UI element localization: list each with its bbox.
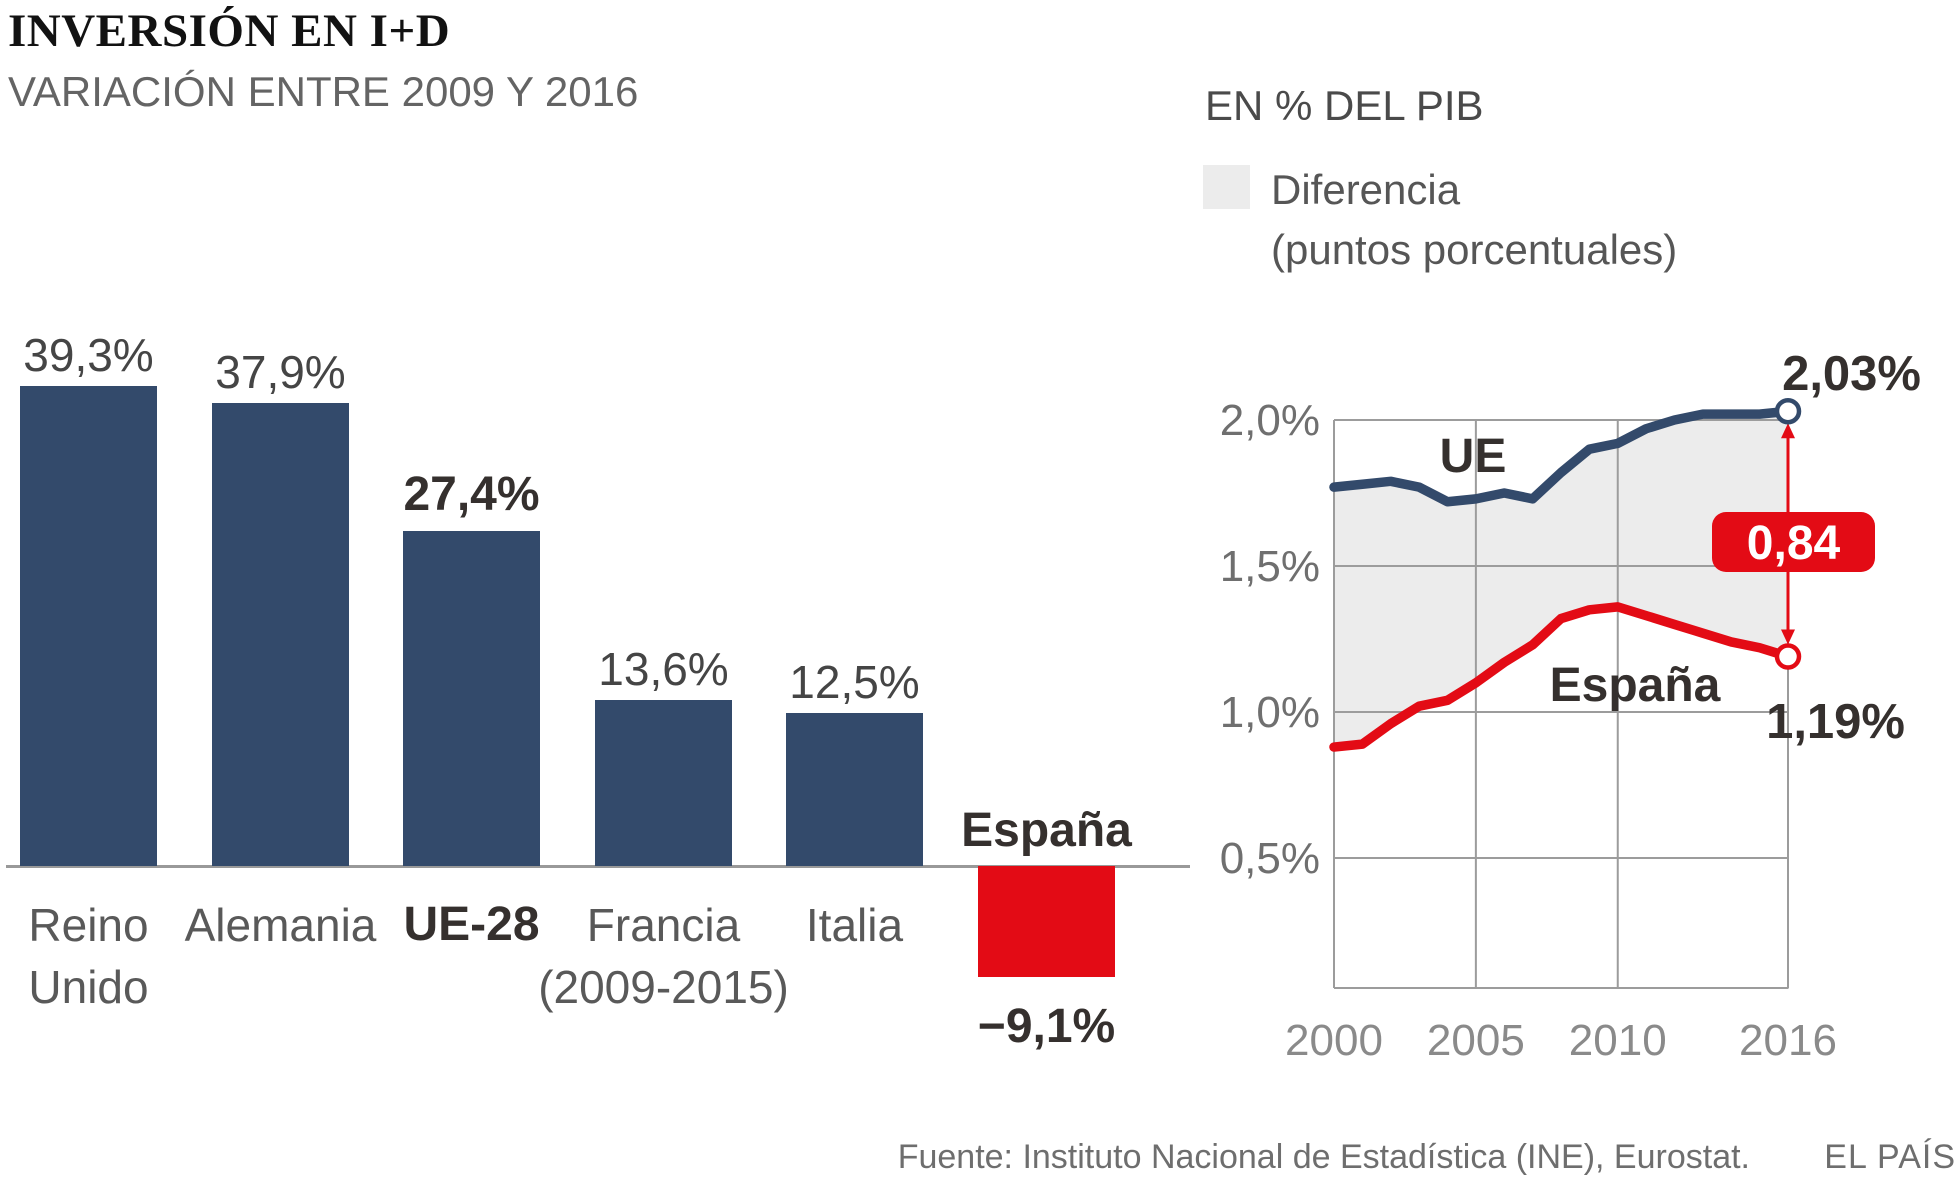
bar-label-line: Italia [805,899,904,951]
bar-label-espana: España [877,800,1217,862]
x-tick-2010: 2010 [1569,1016,1667,1065]
x-tick-2016: 2016 [1739,1016,1837,1065]
page-title: INVERSIÓN EN I+D [8,5,451,57]
legend-label-line1: Diferencia [1271,166,1461,213]
ue-label: UE [1440,430,1507,483]
difference-arrow-up-icon [1781,423,1795,439]
bar-label-ue-28: UE-28 [302,894,642,956]
y-tick-2,0%: 2,0% [1220,396,1320,445]
bar-label-line: Francia [586,899,741,951]
difference-badge [1712,512,1875,572]
brand-label: EL PAÍS [1824,1138,1956,1176]
y-tick-1,5%: 1,5% [1220,542,1320,591]
ue-line [1329,406,1793,507]
bar-label-italia: Italia [685,894,1025,956]
bar-value-alemania: 37,9% [215,346,346,398]
difference-area [1334,411,1788,748]
bar-label-reino-unido: Reino Unido [0,894,259,1018]
ue-end-value: 2,03% [1782,347,1921,401]
espana-endpoint-marker [1774,643,1802,670]
bar-espana [978,866,1115,977]
y-tick-1,0%: 1,0% [1220,688,1320,737]
bar-label-line: España [961,804,1132,857]
bar-alemania [212,403,349,866]
source-note: Fuente: Instituto Nacional de Estadístic… [897,1138,1750,1176]
bar-label-line: (2009-2015) [538,961,789,1013]
x-tick-2005: 2005 [1427,1016,1525,1065]
line-chart: 0,84 UE España 2,03% 1,19% 2,0% 1,5% 1,0% 0,5% 20… [1220,347,1921,1065]
bar-label-line: Unido [28,961,149,1013]
bar-reino-unido [20,386,157,866]
bar-label-line: Reino [28,899,149,951]
bar-value-francia: 13,6% [598,643,729,695]
bar-chart: 39,3% Reino Unido 37,9% Alemania 27,4% UE-28 13… [0,329,1190,1053]
bar-label-line: Alemania [184,899,377,951]
difference-swatch-icon [1203,165,1250,209]
espana-end-value: 1,19% [1766,695,1905,749]
espana-line [1329,602,1793,752]
bar-value-espana: −9,1% [977,1000,1116,1053]
ue-endpoint-marker [1774,397,1802,425]
bar-italia [786,713,923,866]
bar-ue-28 [403,531,540,866]
bar-value-ue-28: 27,4% [403,468,540,521]
bar-value-reino-unido: 39,3% [23,329,154,381]
bar-label-alemania: Alemania [111,894,451,956]
bar-value-italia: 12,5% [789,656,920,708]
bar-chart-title: VARIACIÓN ENTRE 2009 Y 2016 [8,68,639,115]
bar-francia [595,700,732,866]
difference-badge-value: 0,84 [1747,517,1841,570]
legend-label: Diferencia (puntos porcentuales) [1271,160,1677,280]
difference-arrow-down-icon [1781,629,1795,645]
line-chart-title: EN % DEL PIB [1205,82,1484,129]
espana-label: España [1550,659,1721,712]
legend-label-line2: (puntos porcentuales) [1271,226,1678,273]
bar-label-francia: Francia (2009-2015) [494,894,834,1018]
y-tick-0,5%: 0,5% [1220,834,1320,883]
bar-label-line: UE-28 [403,898,540,951]
x-axis-line [6,865,1190,868]
x-tick-2000: 2000 [1285,1016,1383,1065]
